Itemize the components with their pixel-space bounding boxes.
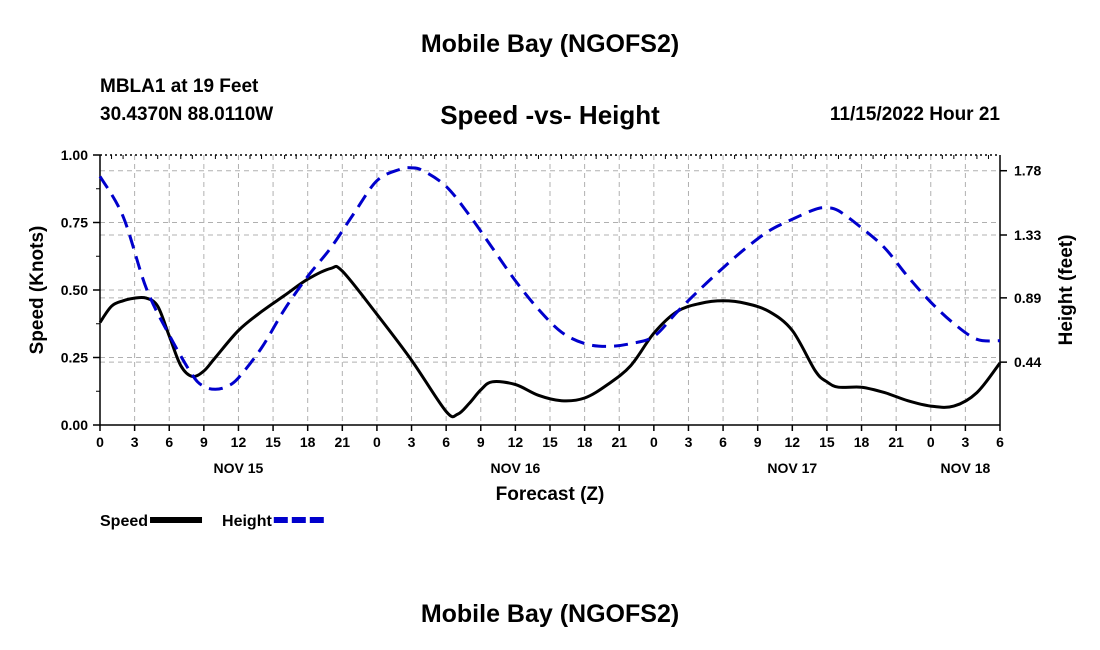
x-tick-label: 18	[854, 434, 870, 450]
date-label: NOV 18	[940, 460, 990, 476]
station-coordinates: 30.4370N 88.0110W	[100, 104, 274, 125]
x-tick-label: 3	[131, 434, 139, 450]
y-right-tick-label: 0.44	[1014, 354, 1041, 370]
chart-subtitle: Speed -vs- Height	[440, 100, 660, 130]
y-right-tick-label: 1.78	[1014, 163, 1041, 179]
y-right-tick-label: 1.33	[1014, 227, 1041, 243]
y-left-tick-label: 0.50	[61, 282, 88, 298]
x-tick-label: 15	[542, 434, 558, 450]
x-tick-label: 18	[300, 434, 316, 450]
x-tick-label: 15	[819, 434, 835, 450]
x-tick-label: 12	[231, 434, 247, 450]
legend-label-speed: Speed	[100, 513, 148, 530]
x-tick-label: 12	[785, 434, 801, 450]
x-tick-label: 6	[442, 434, 450, 450]
x-tick-label: 3	[408, 434, 416, 450]
page-title: Mobile Bay (NGOFS2)	[420, 30, 680, 58]
x-tick-label: 0	[96, 434, 104, 450]
x-tick-label: 9	[754, 434, 762, 450]
legend-label-height: Height	[222, 513, 272, 530]
station-label: MBLA1 at 19 Feet	[100, 76, 259, 97]
x-tick-label: 6	[165, 434, 173, 450]
x-tick-label: 6	[996, 434, 1004, 450]
x-tick-label: 3	[685, 434, 693, 450]
forecast-datetime: 11/15/2022 Hour 21	[829, 104, 1000, 125]
x-tick-label: 9	[200, 434, 208, 450]
x-tick-label: 21	[611, 434, 627, 450]
date-label: NOV 16	[490, 460, 540, 476]
x-tick-label: 12	[508, 434, 524, 450]
series-line-speed	[98, 264, 1002, 419]
y-right-tick-label: 0.89	[1014, 290, 1041, 306]
x-tick-label: 21	[335, 434, 351, 450]
x-tick-label: 9	[477, 434, 485, 450]
x-tick-label: 6	[719, 434, 727, 450]
x-tick-label: 21	[888, 434, 904, 450]
date-label: NOV 15	[214, 460, 264, 476]
y-left-tick-label: 0.25	[61, 350, 88, 366]
x-tick-label: 18	[577, 434, 593, 450]
footer-title: Mobile Bay (NGOFS2)	[420, 600, 680, 628]
y-left-tick-label: 1.00	[61, 147, 88, 163]
x-tick-label: 3	[961, 434, 969, 450]
series-line-height	[98, 166, 1001, 391]
y-left-tick-label: 0.00	[61, 417, 88, 433]
x-tick-label: 0	[650, 434, 658, 450]
y-left-axis-title: Speed (Knots)	[27, 226, 48, 355]
x-axis-title: Forecast (Z)	[496, 484, 605, 505]
x-tick-label: 0	[373, 434, 381, 450]
x-tick-label: 0	[927, 434, 935, 450]
y-left-tick-label: 0.75	[61, 215, 88, 231]
x-tick-label: 15	[265, 434, 281, 450]
y-right-axis-title: Height (feet)	[1056, 235, 1077, 346]
date-label: NOV 17	[767, 460, 817, 476]
